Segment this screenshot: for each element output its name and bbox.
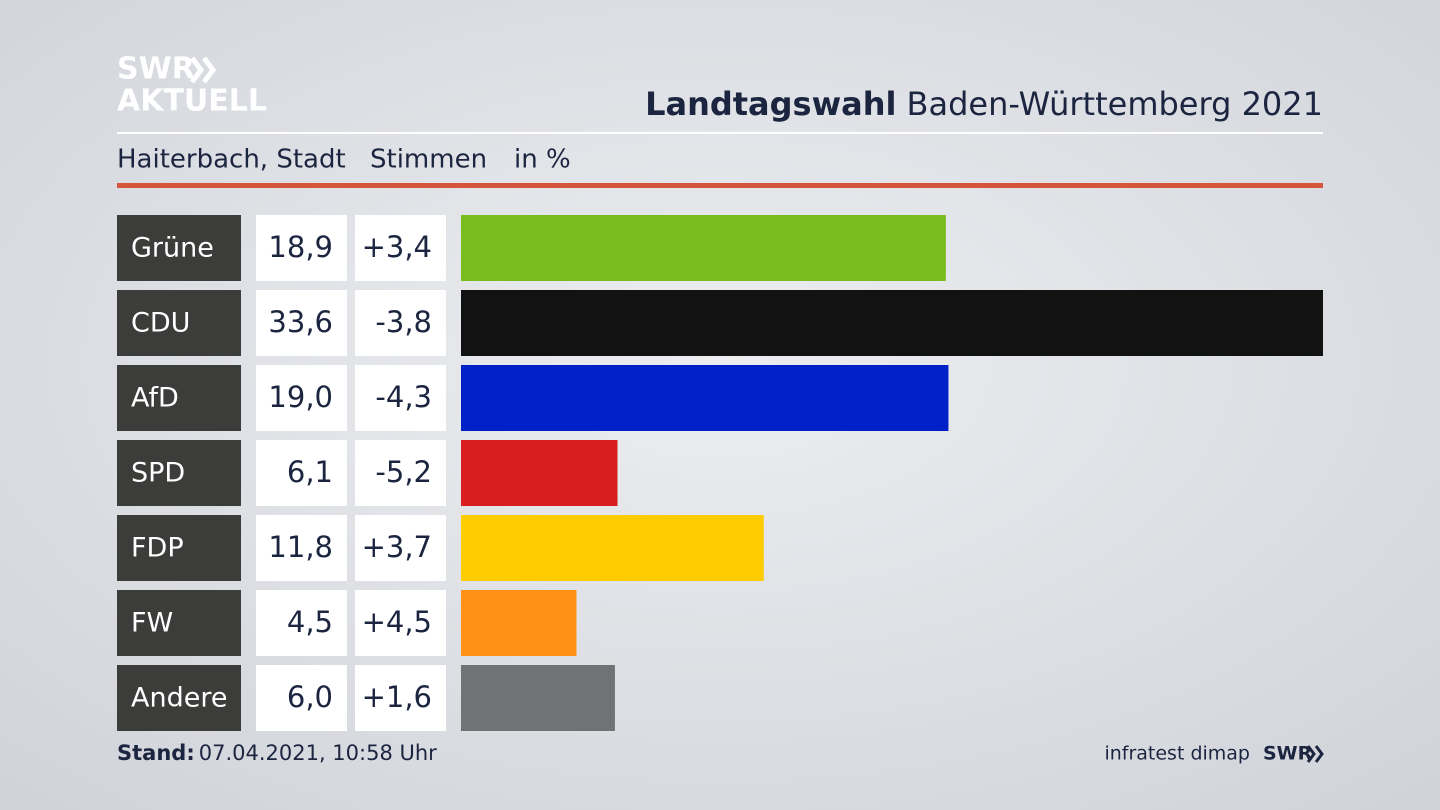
divider bbox=[117, 132, 1323, 134]
stand-label: Stand: bbox=[117, 741, 195, 765]
title: Landtagswahl bbox=[645, 85, 896, 123]
party-box bbox=[117, 515, 241, 581]
bar bbox=[461, 290, 1323, 356]
value-label: 33,6 bbox=[268, 305, 333, 339]
bar bbox=[461, 515, 764, 581]
bar bbox=[461, 365, 949, 431]
source: infratest dimap bbox=[1104, 743, 1250, 765]
change-cell bbox=[355, 365, 446, 431]
change-label: -5,2 bbox=[375, 455, 432, 489]
stand-value: 07.04.2021, 10:58 Uhr bbox=[199, 741, 437, 765]
party-box bbox=[117, 215, 241, 281]
subtitle: Baden-Württemberg 2021 bbox=[907, 85, 1324, 123]
party-box bbox=[117, 665, 241, 731]
value-label: 19,0 bbox=[268, 380, 333, 414]
change-label: -4,3 bbox=[375, 380, 432, 414]
value-cell bbox=[256, 665, 347, 731]
bar bbox=[461, 590, 577, 656]
logo-text: SWR bbox=[117, 52, 195, 87]
footer-stand: Stand: 07.04.2021, 10:58 Uhr bbox=[117, 741, 437, 765]
party-box bbox=[117, 365, 241, 431]
change-cell bbox=[355, 290, 446, 356]
change-label: -3,8 bbox=[375, 305, 432, 339]
value-label: 6,0 bbox=[287, 680, 333, 714]
change-label: +3,4 bbox=[362, 230, 432, 264]
change-cell bbox=[355, 515, 446, 581]
party-label: SPD bbox=[131, 458, 185, 489]
change-label: +4,5 bbox=[362, 605, 432, 639]
change-cell bbox=[355, 665, 446, 731]
party-label: AfD bbox=[131, 383, 179, 414]
party-label: Grüne bbox=[131, 233, 214, 264]
change-cell bbox=[355, 590, 446, 656]
chart-title: Landtagswahl Baden-Württemberg 2021 bbox=[645, 85, 1323, 123]
change-label: +1,6 bbox=[362, 680, 432, 714]
change-cell bbox=[355, 440, 446, 506]
unit: in % bbox=[514, 145, 571, 175]
value-label: 4,5 bbox=[287, 605, 333, 639]
value-label: 18,9 bbox=[268, 230, 333, 264]
measure: Stimmen bbox=[370, 145, 487, 175]
accent-line bbox=[117, 183, 1323, 188]
value-cell bbox=[256, 365, 347, 431]
bar bbox=[461, 215, 946, 281]
value-cell bbox=[256, 215, 347, 281]
party-box bbox=[117, 290, 241, 356]
bar bbox=[461, 440, 618, 506]
party-label: FDP bbox=[131, 533, 184, 564]
logo-chevrons bbox=[190, 56, 217, 84]
location: Haiterbach, Stadt bbox=[117, 145, 346, 175]
value-cell bbox=[256, 590, 347, 656]
party-box bbox=[117, 590, 241, 656]
value-cell bbox=[256, 440, 347, 506]
party-label: Andere bbox=[131, 683, 227, 714]
party-label: CDU bbox=[131, 308, 190, 339]
value-label: 6,1 bbox=[287, 455, 333, 489]
change-label: +3,7 bbox=[362, 530, 432, 564]
brand: SWR bbox=[1263, 743, 1313, 765]
party-box bbox=[117, 440, 241, 506]
value-cell bbox=[256, 515, 347, 581]
bar bbox=[461, 665, 615, 731]
logo-text: AKTUELL bbox=[117, 84, 267, 119]
value-cell bbox=[256, 290, 347, 356]
party-label: FW bbox=[131, 608, 173, 639]
value-label: 11,8 bbox=[268, 530, 333, 564]
change-cell bbox=[355, 215, 446, 281]
brand-chevrons bbox=[1306, 745, 1324, 763]
